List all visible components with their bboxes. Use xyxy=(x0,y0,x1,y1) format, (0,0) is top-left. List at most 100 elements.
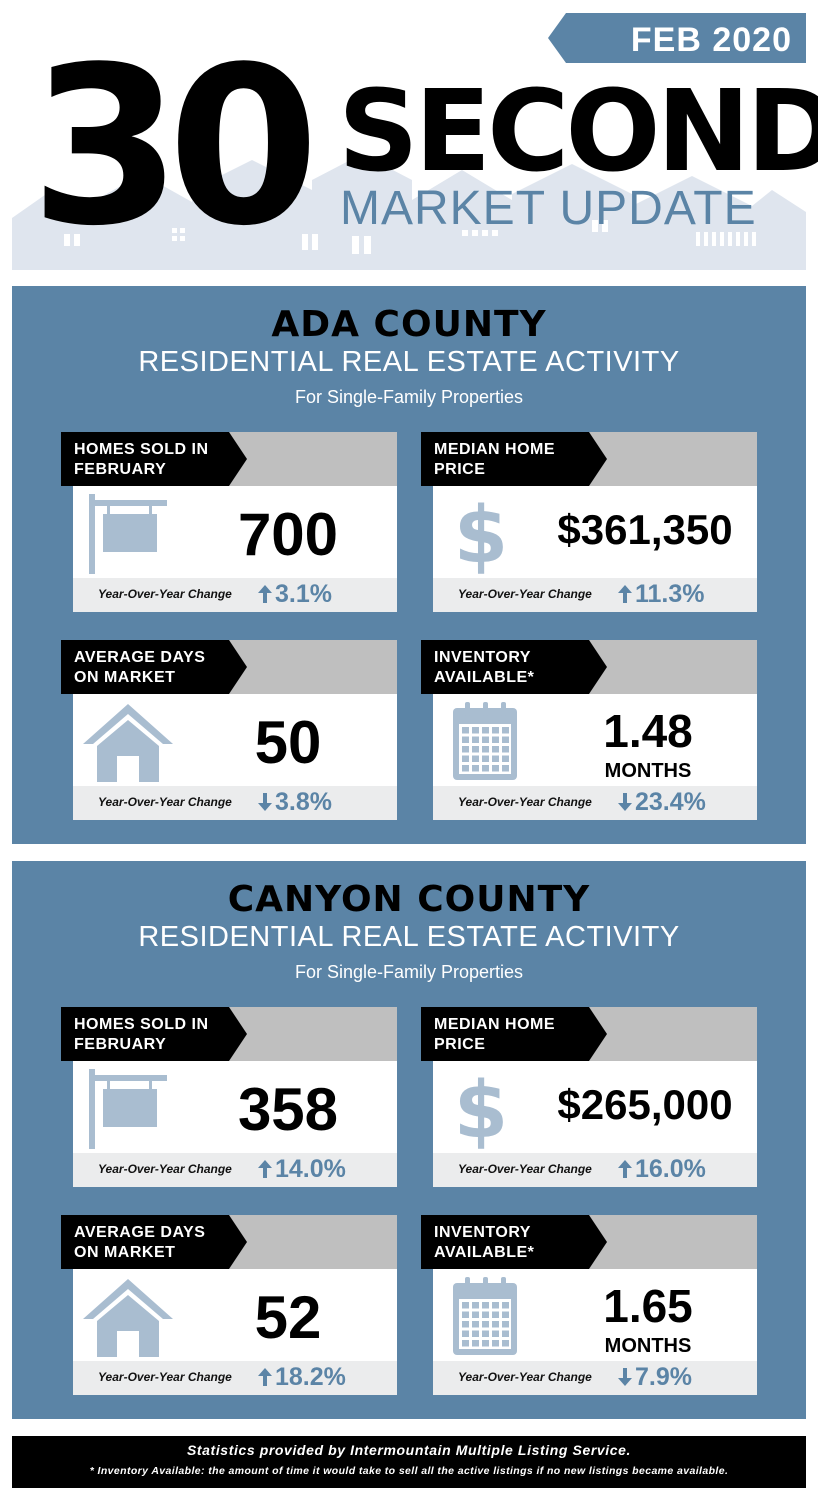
arrow-up-icon xyxy=(615,582,635,608)
house-icon xyxy=(83,1275,173,1357)
headline-market-update: MARKET UPDATE xyxy=(340,182,757,235)
headline-number: 30 xyxy=(30,21,319,274)
card-label-line2: ON MARKET xyxy=(74,669,176,686)
section-subtitle: RESIDENTIAL REAL ESTATE ACTIVITY xyxy=(138,346,680,378)
card-body: $ $265,000 xyxy=(433,1061,757,1156)
county-title: CANYON COUNTY xyxy=(227,879,591,920)
yoy-change: 14.0% xyxy=(255,1155,346,1184)
card-label-line2: AVAILABLE* xyxy=(434,669,535,686)
yoy-change-value: 3.8% xyxy=(275,788,332,816)
card-label: AVERAGE DAYS ON MARKET xyxy=(74,1223,205,1263)
yoy-label: Year-Over-Year Change xyxy=(98,587,232,601)
stat-card: INVENTORY AVAILABLE* 1.48 MONTHS Year-Ov… xyxy=(421,640,757,820)
card-label-line2: AVAILABLE* xyxy=(434,1244,535,1261)
card-label: MEDIAN HOME PRICE xyxy=(434,1015,555,1055)
headline-second: SECOND xyxy=(338,67,818,197)
section-note: For Single-Family Properties xyxy=(294,962,524,982)
calendar-icon xyxy=(443,700,533,782)
date-label: FEB 2020 xyxy=(630,21,792,59)
card-header-tab: HOMES SOLD IN FEBRUARY xyxy=(61,1007,247,1061)
county-title: ADA COUNTY xyxy=(271,304,547,345)
card-label-line2: FEBRUARY xyxy=(74,461,167,478)
card-label-line1: INVENTORY xyxy=(434,1224,531,1241)
stat-value: $361,350 xyxy=(557,506,733,553)
card-footer: Year-Over-Year Change 3.8% xyxy=(73,786,397,820)
county-section: ADA COUNTY RESIDENTIAL REAL ESTATE ACTIV… xyxy=(12,286,806,844)
card-label-line2: PRICE xyxy=(434,1036,486,1053)
card-label-line1: MEDIAN HOME xyxy=(434,441,556,458)
card-footer: Year-Over-Year Change 14.0% xyxy=(73,1153,397,1187)
card-footer: Year-Over-Year Change 11.3% xyxy=(433,578,757,612)
sign-icon xyxy=(83,492,173,574)
card-body: 50 xyxy=(73,694,397,786)
card-label: AVERAGE DAYS ON MARKET xyxy=(74,648,205,688)
stat-value: 358 xyxy=(237,1076,339,1143)
stat-value: 1.65 xyxy=(603,1280,693,1332)
card-footer: Year-Over-Year Change 3.1% xyxy=(73,578,397,612)
card-label: HOMES SOLD IN FEBRUARY xyxy=(74,440,209,480)
card-label-line1: AVERAGE DAYS xyxy=(74,1224,206,1241)
section-subtitle: RESIDENTIAL REAL ESTATE ACTIVITY xyxy=(138,921,680,953)
yoy-label: Year-Over-Year Change xyxy=(458,1370,592,1384)
stat-value: 50 xyxy=(254,709,322,776)
arrow-up-icon xyxy=(615,1157,635,1183)
arrow-up-icon xyxy=(255,1365,275,1391)
dollar-icon: $ xyxy=(443,1066,533,1156)
card-label-line1: AVERAGE DAYS xyxy=(74,649,206,666)
yoy-change-value: 16.0% xyxy=(635,1155,706,1183)
card-header-tab: AVERAGE DAYS ON MARKET xyxy=(61,640,247,694)
yoy-change-value: 7.9% xyxy=(635,1363,692,1391)
card-body: 700 xyxy=(73,486,397,578)
yoy-change-value: 14.0% xyxy=(275,1155,346,1183)
svg-text:$: $ xyxy=(454,1067,508,1149)
stat-card: HOMES SOLD IN FEBRUARY 358 Year-Over-Yea… xyxy=(61,1007,397,1187)
yoy-label: Year-Over-Year Change xyxy=(98,1162,232,1176)
yoy-change: 3.1% xyxy=(255,580,332,609)
stat-card: HOMES SOLD IN FEBRUARY 700 Year-Over-Yea… xyxy=(61,432,397,612)
yoy-change: 11.3% xyxy=(615,580,705,609)
card-label: MEDIAN HOME PRICE xyxy=(434,440,555,480)
card-header-tab: HOMES SOLD IN FEBRUARY xyxy=(61,432,247,486)
stat-card: AVERAGE DAYS ON MARKET 50 Year-Over-Year… xyxy=(61,640,397,820)
card-label-line1: MEDIAN HOME xyxy=(434,1016,556,1033)
footer: Statistics provided by Intermountain Mul… xyxy=(12,1436,806,1488)
date-banner: FEB 2020 xyxy=(548,13,806,63)
card-body: 1.48 MONTHS xyxy=(433,694,757,786)
yoy-change: 3.8% xyxy=(255,788,332,817)
card-header-tab: INVENTORY AVAILABLE* xyxy=(421,1215,607,1269)
yoy-change: 7.9% xyxy=(615,1363,692,1392)
yoy-change-value: 23.4% xyxy=(635,788,706,816)
stat-card: MEDIAN HOME PRICE $ $361,350 Year-Over-Y… xyxy=(421,432,757,612)
card-header-tab: MEDIAN HOME PRICE xyxy=(421,1007,607,1061)
stat-unit: MONTHS xyxy=(604,760,692,782)
card-label-line2: ON MARKET xyxy=(74,1244,176,1261)
skyline-background xyxy=(12,154,806,270)
sign-icon xyxy=(83,1067,173,1149)
footer-footnote: * Inventory Available: the amount of tim… xyxy=(89,1465,729,1477)
calendar-icon xyxy=(443,1275,533,1357)
yoy-label: Year-Over-Year Change xyxy=(458,587,592,601)
stat-value: 52 xyxy=(254,1284,322,1351)
card-label: INVENTORY AVAILABLE* xyxy=(434,648,534,688)
yoy-change: 18.2% xyxy=(255,1363,346,1392)
yoy-change: 16.0% xyxy=(615,1155,706,1184)
card-body: 52 xyxy=(73,1269,397,1361)
card-body: 358 xyxy=(73,1061,397,1153)
card-header-tab: MEDIAN HOME PRICE xyxy=(421,432,607,486)
section-note: For Single-Family Properties xyxy=(294,387,524,407)
card-footer: Year-Over-Year Change 7.9% xyxy=(433,1361,757,1395)
stat-unit: MONTHS xyxy=(604,1335,692,1357)
card-label-line1: INVENTORY xyxy=(434,649,531,666)
stat-card: INVENTORY AVAILABLE* 1.65 MONTHS Year-Ov… xyxy=(421,1215,757,1395)
svg-text:$: $ xyxy=(454,492,508,574)
card-footer: Year-Over-Year Change 16.0% xyxy=(433,1153,757,1187)
arrow-down-icon xyxy=(615,1365,635,1391)
card-label-line1: HOMES SOLD IN xyxy=(74,1016,209,1033)
stat-value: 1.48 xyxy=(603,705,693,757)
card-label: INVENTORY AVAILABLE* xyxy=(434,1223,534,1263)
card-label-line2: FEBRUARY xyxy=(74,1036,167,1053)
card-footer: Year-Over-Year Change 23.4% xyxy=(433,786,757,820)
card-header-tab: AVERAGE DAYS ON MARKET xyxy=(61,1215,247,1269)
house-icon xyxy=(83,700,173,782)
arrow-down-icon xyxy=(255,790,275,816)
